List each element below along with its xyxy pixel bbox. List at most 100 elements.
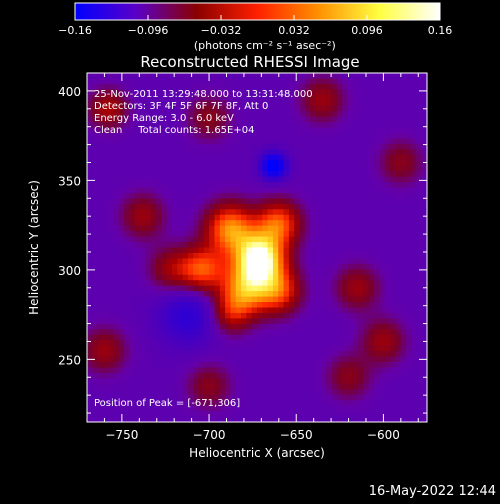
heatmap-cell xyxy=(166,143,173,150)
heatmap-cell xyxy=(145,111,152,118)
heatmap-cell xyxy=(379,198,385,205)
heatmap-cell xyxy=(320,394,327,401)
heatmap-cell xyxy=(384,394,391,401)
heatmap-cell xyxy=(283,383,290,390)
heatmap-cell xyxy=(118,214,125,221)
heatmap-cell xyxy=(92,416,99,423)
heatmap-cell xyxy=(251,323,258,330)
heatmap-cell xyxy=(140,187,146,194)
heatmap-cell xyxy=(257,247,263,254)
heatmap-cell xyxy=(140,302,146,308)
heatmap-cell xyxy=(368,345,375,352)
heatmap-cell xyxy=(405,209,412,216)
heatmap-cell xyxy=(198,149,205,156)
heatmap-cell xyxy=(304,372,311,379)
heatmap-cell xyxy=(299,143,306,150)
heatmap-cell xyxy=(331,132,338,139)
heatmap-cell xyxy=(156,214,162,221)
heatmap-cell xyxy=(357,252,364,259)
heatmap-cell xyxy=(267,318,274,325)
heatmap-cell xyxy=(209,252,215,259)
heatmap-cell xyxy=(225,416,231,423)
heatmap-cell xyxy=(315,405,322,412)
heatmap-cell xyxy=(225,383,231,390)
heatmap-cell xyxy=(187,312,194,319)
heatmap-cell xyxy=(150,258,157,265)
heatmap-cell xyxy=(331,329,338,336)
heatmap-cell xyxy=(331,220,338,227)
heatmap-cell xyxy=(150,263,157,270)
heatmap-cell xyxy=(92,252,99,259)
heatmap-cell xyxy=(246,291,253,297)
heatmap-cell xyxy=(129,274,136,281)
heatmap-cell xyxy=(187,94,194,101)
heatmap-cell xyxy=(411,154,417,161)
heatmap-cell xyxy=(161,323,168,330)
heatmap-cell xyxy=(241,329,247,336)
heatmap-cell xyxy=(400,105,407,112)
heatmap-cell xyxy=(336,231,343,237)
heatmap-cell xyxy=(389,258,396,265)
heatmap-cell xyxy=(108,367,114,374)
heatmap-cell xyxy=(198,280,205,287)
heatmap-cell xyxy=(342,351,348,357)
heatmap-cell xyxy=(395,122,401,128)
heatmap-cell xyxy=(262,116,269,123)
heatmap-cell xyxy=(166,367,173,374)
heatmap-cell xyxy=(257,203,263,210)
heatmap-cell xyxy=(384,187,391,194)
heatmap-cell xyxy=(92,394,99,401)
heatmap-cell xyxy=(299,318,306,325)
heatmap-cell xyxy=(278,209,284,216)
heatmap-cell xyxy=(102,160,109,167)
heatmap-cell xyxy=(315,111,322,118)
heatmap-cell xyxy=(320,160,327,167)
heatmap-cell xyxy=(235,345,242,352)
heatmap-cell xyxy=(272,400,279,407)
heatmap-cell xyxy=(384,356,391,363)
heatmap-cell xyxy=(241,214,247,221)
heatmap-cell xyxy=(405,242,412,248)
heatmap-cell xyxy=(257,214,263,221)
heatmap-cell xyxy=(384,149,391,156)
heatmap-cell xyxy=(272,231,279,237)
heatmap-cell xyxy=(272,220,279,227)
heatmap-cell xyxy=(161,318,168,325)
heatmap-cell xyxy=(299,220,306,227)
heatmap-cell xyxy=(347,383,354,390)
heatmap-cell xyxy=(405,362,412,368)
heatmap-cell xyxy=(336,154,343,161)
heatmap-cell xyxy=(336,323,343,330)
heatmap-cell xyxy=(230,187,237,194)
heatmap-cell xyxy=(97,187,104,194)
heatmap-cell xyxy=(405,323,412,330)
heatmap-cell xyxy=(156,345,162,352)
heatmap-cell xyxy=(198,122,205,128)
heatmap-cell xyxy=(97,176,104,183)
heatmap-cell xyxy=(145,252,152,259)
heatmap-cell xyxy=(352,138,359,145)
heatmap-cell xyxy=(251,247,258,254)
heatmap-cell xyxy=(145,323,152,330)
heatmap-cell xyxy=(288,312,295,319)
heatmap-cell xyxy=(267,291,274,297)
heatmap-cell xyxy=(331,280,338,287)
heatmap-cell xyxy=(326,83,332,90)
heatmap-cell xyxy=(129,122,136,128)
heatmap-cell xyxy=(209,100,215,107)
heatmap-cell xyxy=(389,176,396,183)
heatmap-cell xyxy=(395,312,401,319)
heatmap-cell xyxy=(368,73,375,79)
heatmap-cell xyxy=(272,378,279,385)
heatmap-cell xyxy=(395,182,401,188)
heatmap-cell xyxy=(336,263,343,270)
heatmap-cell xyxy=(379,73,385,79)
heatmap-cell xyxy=(150,220,157,227)
heatmap-cell xyxy=(235,111,242,118)
heatmap-cell xyxy=(278,94,284,101)
heatmap-cell xyxy=(278,416,284,423)
heatmap-cell xyxy=(400,94,407,101)
heatmap-cell xyxy=(278,160,284,167)
heatmap-cell xyxy=(363,231,369,237)
heatmap-cell xyxy=(416,171,423,178)
